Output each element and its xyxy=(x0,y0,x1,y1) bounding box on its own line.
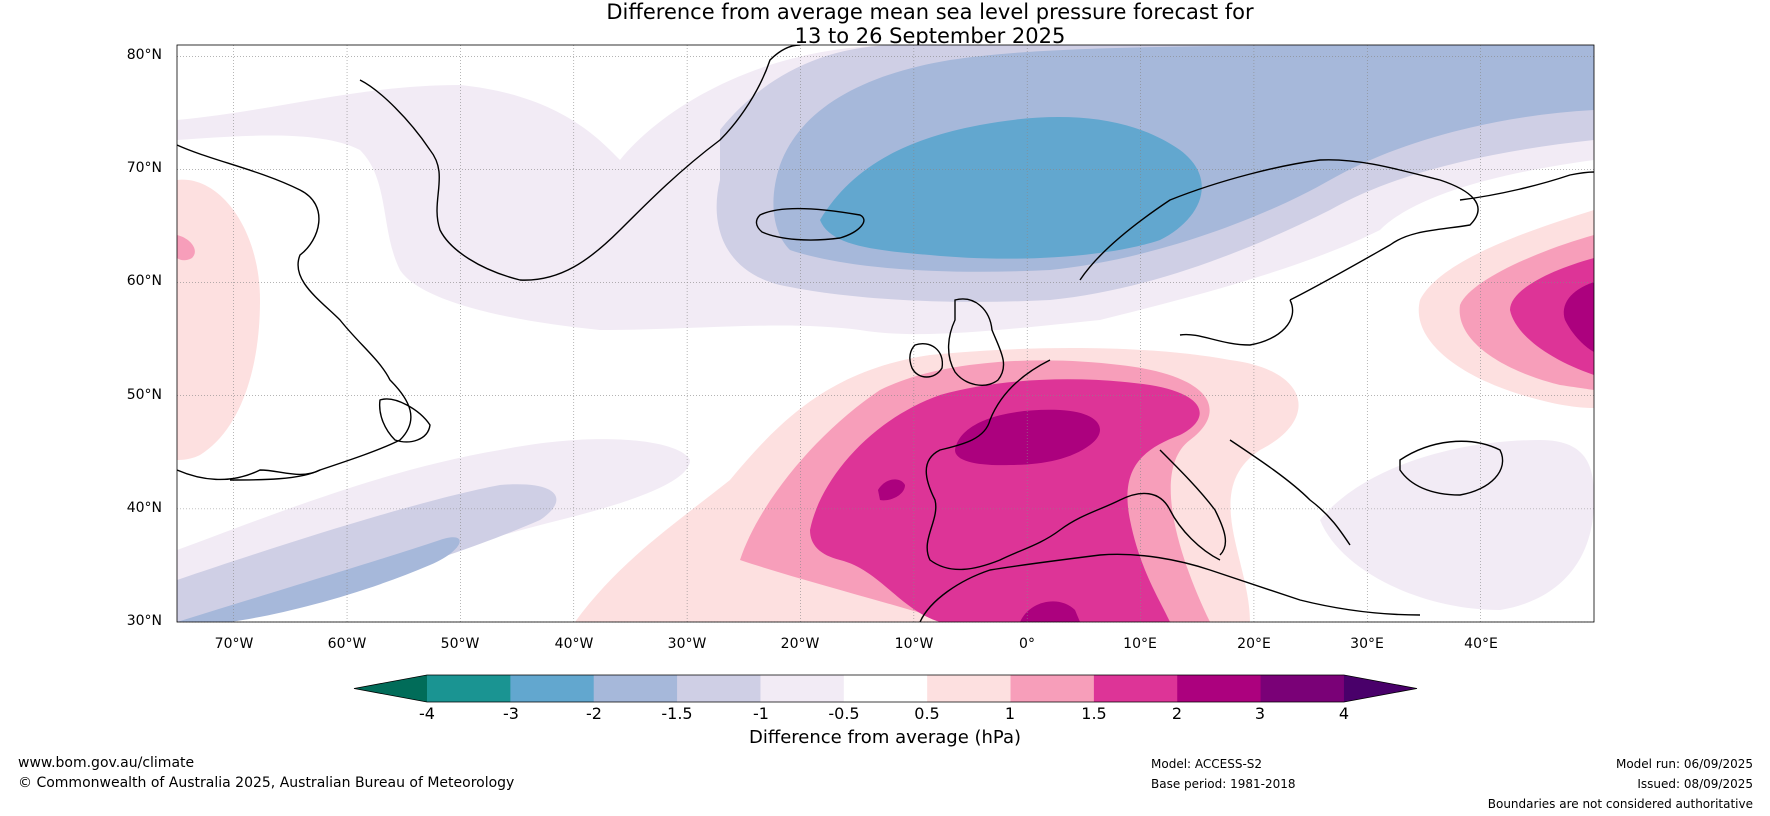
colorbar-swatch xyxy=(1010,675,1095,702)
lon-label-30e: 30°E xyxy=(1350,636,1384,652)
colorbar-tick-4: 4 xyxy=(1338,704,1350,723)
colorbar-tick-minus-3: -3 xyxy=(503,704,519,723)
anomaly-band-plus-1.5 xyxy=(810,379,1200,622)
coast-british-isles xyxy=(947,298,1005,386)
anomaly-band-minus-2 xyxy=(820,117,1202,259)
anomaly-band-plus-1.5-east xyxy=(1510,258,1594,375)
colorbar-swatch xyxy=(1260,675,1345,702)
coast-newfoundland xyxy=(378,398,431,443)
colorbar-tick-minus-2: -2 xyxy=(586,704,602,723)
lon-label-70w: 70°W xyxy=(214,636,254,652)
lon-label-10e: 10°E xyxy=(1123,636,1157,652)
map-frame xyxy=(176,44,1595,623)
lat-label-30n: 30°N xyxy=(126,613,162,629)
colorbar-tick-minus-0.5: -0.5 xyxy=(828,704,860,723)
coast-us-east xyxy=(177,469,321,481)
colorbar-swatch xyxy=(593,675,678,702)
colorbar-swatches xyxy=(353,674,1418,703)
colorbar-tick-0.5: 0.5 xyxy=(914,704,940,723)
lon-label-40e: 40°E xyxy=(1464,636,1498,652)
lat-label-80n: 80°N xyxy=(126,47,162,63)
coast-balkans xyxy=(1229,439,1351,546)
colorbar-swatch xyxy=(927,675,1012,702)
coast-iceland xyxy=(755,207,865,241)
colorbar-outline xyxy=(353,674,1418,703)
colorbar-tick-minus-4: -4 xyxy=(419,704,435,723)
colorbar-swatch xyxy=(843,675,928,702)
colorbar-swatch xyxy=(427,675,511,702)
coast-labrador xyxy=(177,144,412,481)
anomaly-band-plus-2-south xyxy=(1020,601,1080,622)
coast-baltic xyxy=(1179,299,1294,346)
lon-label-50w: 50°W xyxy=(440,636,480,652)
colorbar-label: Difference from average (hPa) xyxy=(748,727,1022,748)
map-title-line-1: Difference from average mean sea level p… xyxy=(606,0,1254,24)
lon-label-10w: 10°W xyxy=(894,636,934,652)
anomaly-band-plus-2-cell xyxy=(878,479,905,501)
lat-label-60n: 60°N xyxy=(126,273,162,289)
coast-scandinavia xyxy=(1079,159,1479,301)
anomaly-band-plus-1-west xyxy=(177,235,195,261)
anomaly-band-plus-2-east xyxy=(1563,282,1594,352)
footer-copyright: © Commonwealth of Australia 2025, Austra… xyxy=(18,775,515,791)
lon-label-30w: 30°W xyxy=(667,636,707,652)
anomaly-band-minus-1-south xyxy=(177,484,557,622)
coast-italy xyxy=(1159,449,1227,556)
coast-western-europe xyxy=(925,359,1221,571)
coast-greenland xyxy=(359,45,801,281)
lon-label-20w: 20°W xyxy=(780,636,820,652)
colorbar-swatch xyxy=(677,675,761,702)
colorbar-tick-1.5: 1.5 xyxy=(1081,704,1107,723)
map-title-line-2: 13 to 26 September 2025 xyxy=(794,24,1066,48)
lon-label-60w: 60°W xyxy=(327,636,367,652)
anomaly-band-plus-0.5-west xyxy=(177,179,260,460)
colorbar-tick-2: 2 xyxy=(1171,704,1183,723)
lon-label-0: 0° xyxy=(1019,636,1035,652)
colorbar-tick-minus-1.5: -1.5 xyxy=(661,704,693,723)
anomaly-band-minus-1.5-south xyxy=(177,537,460,622)
colorbar-swatch xyxy=(1177,675,1262,702)
anomaly-band-plus-2 xyxy=(955,409,1100,466)
lon-label-20e: 20°E xyxy=(1237,636,1271,652)
colorbar-swatch xyxy=(1093,675,1178,702)
colorbar-tick-minus-1: -1 xyxy=(753,704,769,723)
footer-website: www.bom.gov.au/climate xyxy=(18,755,195,771)
coast-russia-north xyxy=(1459,171,1594,201)
anomaly-band-minus-0.5-east xyxy=(1320,440,1594,610)
colorbar-under-arrow xyxy=(354,675,427,702)
coast-black-sea xyxy=(1399,440,1504,496)
colorbar-swatch xyxy=(510,675,595,702)
coastlines xyxy=(177,45,1594,622)
coast-ireland xyxy=(909,343,944,378)
footer-model: Model: ACCESS-S2 xyxy=(1151,757,1263,771)
lat-label-70n: 70°N xyxy=(126,160,162,176)
colorbar-swatch xyxy=(760,675,845,702)
colorbar-tick-3: 3 xyxy=(1254,704,1266,723)
colorbar-over-arrow xyxy=(1343,675,1417,702)
anomaly-fields xyxy=(177,45,1594,622)
coast-north-africa xyxy=(919,553,1421,622)
footer-base-period: Base period: 1981-2018 xyxy=(1151,777,1296,791)
footer-disclaimer: Boundaries are not considered authoritat… xyxy=(1487,797,1753,811)
lat-label-50n: 50°N xyxy=(126,387,162,403)
lat-label-40n: 40°N xyxy=(126,500,162,516)
lon-label-40w: 40°W xyxy=(554,636,594,652)
footer-model-run: Model run: 06/09/2025 xyxy=(1615,757,1753,771)
colorbar-tick-1: 1 xyxy=(1004,704,1016,723)
footer-issued: Issued: 08/09/2025 xyxy=(1637,777,1753,791)
